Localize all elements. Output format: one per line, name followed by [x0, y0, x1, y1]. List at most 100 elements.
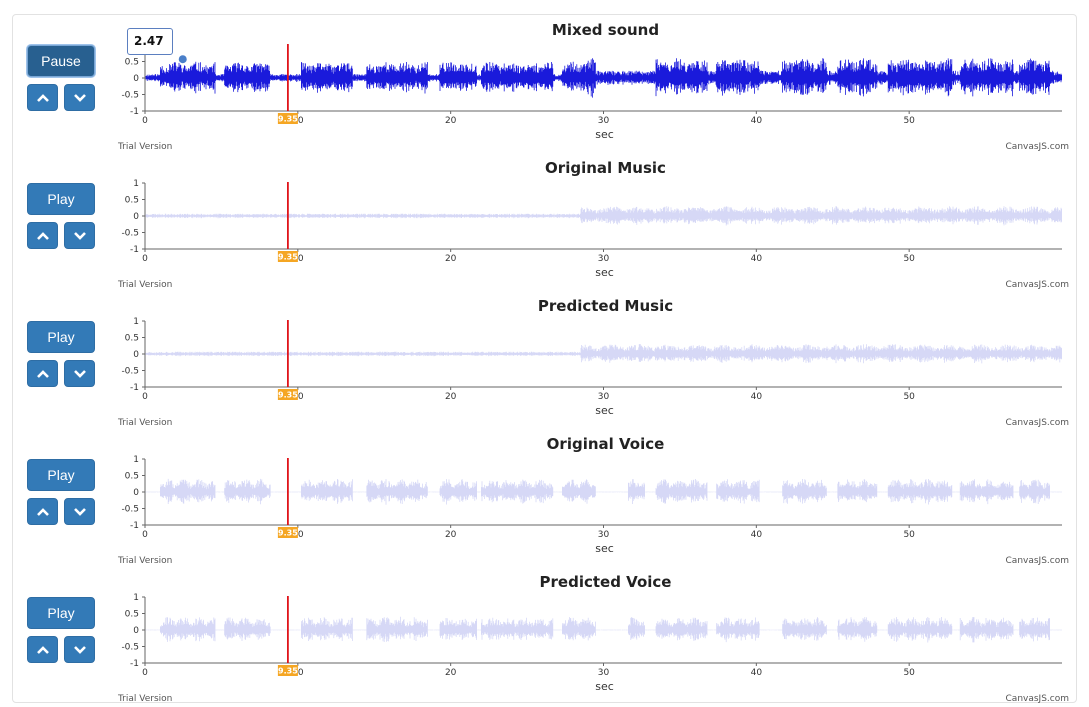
x-tick-label: 10 [292, 116, 304, 126]
playhead-label: 9.35 [278, 253, 298, 262]
y-tick-label: 0 [133, 626, 139, 636]
x-axis-label: sec [595, 128, 614, 141]
chart-title: Predicted Voice [540, 573, 672, 591]
value-tooltip: 2.47 [127, 28, 173, 55]
play-button-predicted-voice[interactable]: Play [27, 597, 95, 629]
y-tick-label: -1 [130, 659, 139, 669]
y-tick-label: 0.5 [125, 472, 139, 482]
playhead-marker [277, 389, 298, 400]
playhead-label: 9.35 [278, 667, 298, 676]
watermark-right: CanvasJS.com [1006, 280, 1069, 290]
x-tick-label: 0 [142, 254, 148, 264]
play-button-original-voice[interactable]: Play [27, 459, 95, 491]
x-tick-label: 40 [751, 392, 763, 402]
y-tick-label: -1 [130, 521, 139, 531]
y-tick-label: -0.5 [121, 367, 139, 377]
chart-predicted-music: Predicted Music10.50-0.5-101020304050sec… [117, 297, 1069, 428]
y-tick-label: 0 [133, 74, 139, 84]
y-tick-label: 1 [133, 455, 139, 465]
x-tick-label: 30 [598, 254, 610, 264]
volume-up-button-mixed-sound[interactable] [27, 84, 58, 111]
volume-up-button-original-voice[interactable] [27, 498, 58, 525]
playhead-marker [277, 113, 298, 124]
chevron-down-icon [73, 645, 86, 654]
pause-button-mixed-sound[interactable]: Pause [27, 45, 95, 77]
x-tick-label: 10 [292, 392, 304, 402]
x-tick-label: 20 [445, 116, 457, 126]
playhead-label: 9.35 [278, 529, 298, 538]
x-tick-label: 40 [751, 254, 763, 264]
volume-down-button-predicted-voice[interactable] [64, 636, 95, 663]
y-tick-label: -1 [130, 383, 139, 393]
y-tick-label: 1 [133, 317, 139, 327]
playhead-label: 9.35 [278, 115, 298, 124]
x-tick-label: 40 [751, 530, 763, 540]
playhead-marker [277, 251, 298, 262]
y-tick-label: 0.5 [125, 58, 139, 68]
chevron-up-icon [36, 231, 49, 240]
x-tick-label: 30 [598, 392, 610, 402]
watermark-left: Trial Version [117, 280, 172, 290]
y-tick-label: -0.5 [121, 643, 139, 653]
x-tick-label: 20 [445, 254, 457, 264]
y-tick-label: 0.5 [125, 610, 139, 620]
play-button-original-music[interactable]: Play [27, 183, 95, 215]
watermark-right: CanvasJS.com [1006, 694, 1069, 704]
volume-down-button-original-voice[interactable] [64, 498, 95, 525]
y-tick-label: 1 [133, 593, 139, 603]
y-tick-label: -0.5 [121, 229, 139, 239]
volume-down-button-mixed-sound[interactable] [64, 84, 95, 111]
volume-up-button-predicted-music[interactable] [27, 360, 58, 387]
y-tick-label: -1 [130, 107, 139, 117]
watermark-right: CanvasJS.com [1006, 142, 1069, 152]
chart-title: Predicted Music [538, 297, 673, 315]
watermark-left: Trial Version [117, 694, 172, 704]
volume-down-button-original-music[interactable] [64, 222, 95, 249]
x-axis-label: sec [595, 542, 614, 555]
y-tick-label: 0 [133, 212, 139, 222]
x-tick-label: 10 [292, 254, 304, 264]
waveform-series [145, 478, 1062, 505]
playhead-label: 9.35 [278, 391, 298, 400]
y-tick-label: 0.5 [125, 196, 139, 206]
chart-original-voice: Original Voice10.50-0.5-101020304050sec9… [117, 435, 1069, 566]
y-tick-label: 0.5 [125, 334, 139, 344]
x-axis-label: sec [595, 404, 614, 417]
chevron-up-icon [36, 507, 49, 516]
watermark-left: Trial Version [117, 418, 172, 428]
x-tick-label: 30 [598, 668, 610, 678]
chart-title: Original Voice [547, 435, 665, 453]
waveform-series [145, 344, 1062, 364]
x-tick-label: 10 [292, 530, 304, 540]
x-tick-label: 20 [445, 530, 457, 540]
volume-down-button-predicted-music[interactable] [64, 360, 95, 387]
chart-mixed-sound: Mixed sound10.50-0.5-101020304050sec9.35… [117, 21, 1069, 152]
watermark-right: CanvasJS.com [1006, 556, 1069, 566]
watermark-left: Trial Version [117, 142, 172, 152]
x-tick-label: 40 [751, 116, 763, 126]
volume-up-button-original-music[interactable] [27, 222, 58, 249]
x-tick-label: 40 [751, 668, 763, 678]
x-tick-label: 0 [142, 668, 148, 678]
chevron-up-icon [36, 645, 49, 654]
chevron-down-icon [73, 93, 86, 102]
chart-title: Mixed sound [552, 21, 659, 39]
x-tick-label: 10 [292, 668, 304, 678]
y-tick-label: 1 [133, 179, 139, 189]
x-tick-label: 50 [903, 392, 915, 402]
x-tick-label: 50 [903, 530, 915, 540]
playhead-marker [277, 527, 298, 538]
chart-title: Original Music [545, 159, 666, 177]
volume-up-button-predicted-voice[interactable] [27, 636, 58, 663]
x-tick-label: 50 [903, 668, 915, 678]
play-button-predicted-music[interactable]: Play [27, 321, 95, 353]
chevron-up-icon [36, 93, 49, 102]
x-tick-label: 0 [142, 116, 148, 126]
y-tick-label: 0 [133, 350, 139, 360]
chevron-down-icon [73, 231, 86, 240]
